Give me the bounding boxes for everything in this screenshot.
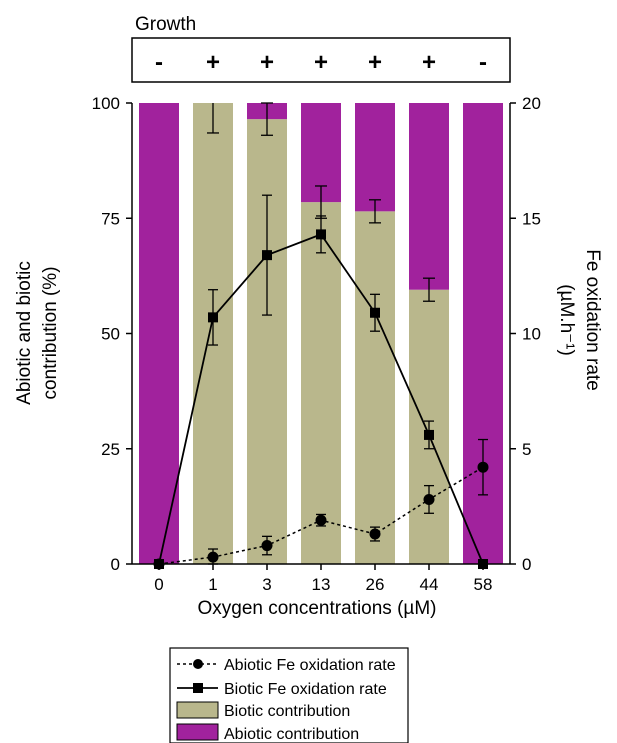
legend-swatch-biotic-icon xyxy=(176,701,219,719)
left-tick-label: 25 xyxy=(101,440,120,459)
x-tick-label: 58 xyxy=(474,575,493,594)
growth-sign: - xyxy=(479,49,487,76)
left-axis-title-line-1: Abiotic and biotic xyxy=(14,261,35,405)
growth-panel: Growth - + + + + + - xyxy=(131,14,511,83)
legend-label-biotic-contribution: Biotic contribution xyxy=(224,703,350,720)
point-abiotic-fe-oxidation-rate xyxy=(369,528,381,540)
point-biotic-fe-oxidation-rate xyxy=(154,559,164,569)
right-tick-label: 0 xyxy=(522,555,531,574)
growth-sign: + xyxy=(206,49,220,76)
bar-biotic-13 xyxy=(301,202,341,565)
bar-error-1 xyxy=(207,103,219,134)
left-axis-title-line-2: contribution (%) xyxy=(40,266,61,399)
right-tick-label: 20 xyxy=(522,94,541,113)
bar-biotic-3 xyxy=(247,119,287,564)
right-axis-title: Fe oxidation rate (µM.h⁻¹) xyxy=(556,249,603,391)
left-tick-label: 100 xyxy=(92,94,120,113)
left-tick-label: 75 xyxy=(101,209,120,228)
x-axis-title: Oxygen concentrations (µM) xyxy=(197,598,436,619)
growth-sign: - xyxy=(155,49,163,76)
x-tick-label: 26 xyxy=(366,575,385,594)
series-abiotic-fe-oxidation-rate xyxy=(153,438,489,570)
point-biotic-fe-oxidation-rate xyxy=(424,429,434,440)
point-biotic-fe-oxidation-rate xyxy=(478,559,488,569)
legend-item-abiotic-rate: Abiotic Fe oxidation rate xyxy=(177,657,396,674)
bar-error-3 xyxy=(261,102,273,136)
left-tick-label: 50 xyxy=(101,325,120,344)
legend-item-abiotic-contribution: Abiotic contribution xyxy=(176,723,359,743)
point-abiotic-fe-oxidation-rate xyxy=(207,551,219,563)
point-abiotic-fe-oxidation-rate xyxy=(477,461,489,473)
bar-biotic-26 xyxy=(355,211,395,564)
growth-box xyxy=(131,37,511,83)
x-tick-label: 1 xyxy=(208,575,217,594)
bar-abiotic-44 xyxy=(409,103,449,290)
bar-error-44 xyxy=(423,277,435,302)
point-abiotic-fe-oxidation-rate xyxy=(261,540,273,552)
right-axis-title-line-2: (µM.h⁻¹) xyxy=(556,284,577,356)
legend: Abiotic Fe oxidation rate Biotic Fe oxid… xyxy=(169,647,409,743)
bar-abiotic-26 xyxy=(355,103,395,212)
growth-sign: + xyxy=(314,49,328,76)
bars xyxy=(139,103,503,565)
growth-sign: + xyxy=(260,49,274,76)
rate-lines xyxy=(153,194,489,570)
x-tick-label: 13 xyxy=(312,575,331,594)
legend-box xyxy=(169,647,409,743)
legend-label-abiotic-contribution: Abiotic contribution xyxy=(224,726,359,743)
right-tick-label: 10 xyxy=(522,325,541,344)
growth-title: Growth xyxy=(135,14,196,35)
legend-item-biotic-rate: Biotic Fe oxidation rate xyxy=(177,681,387,698)
legend-swatch-abiotic-icon xyxy=(176,723,219,741)
right-axis-title-line-1: Fe oxidation rate xyxy=(582,249,603,391)
growth-sign: + xyxy=(368,49,382,76)
growth-signs: - + + + + + - xyxy=(155,49,487,76)
x-tick-label: 44 xyxy=(420,575,439,594)
x-tick-label: 3 xyxy=(262,575,271,594)
point-biotic-fe-oxidation-rate xyxy=(370,307,380,318)
bar-error-26 xyxy=(369,199,381,224)
x-tick-label: 0 xyxy=(154,575,163,594)
point-abiotic-fe-oxidation-rate xyxy=(423,493,435,505)
bar-error-bars xyxy=(207,102,435,302)
series-biotic-fe-oxidation-rate xyxy=(154,194,488,569)
point-abiotic-fe-oxidation-rate xyxy=(315,514,327,526)
point-biotic-fe-oxidation-rate xyxy=(316,229,326,240)
legend-item-biotic-contribution: Biotic contribution xyxy=(176,701,350,720)
legend-label-biotic-rate: Biotic Fe oxidation rate xyxy=(224,681,387,698)
right-tick-label: 15 xyxy=(522,209,541,228)
legend-square-marker-icon xyxy=(193,683,203,693)
growth-sign: + xyxy=(422,49,436,76)
left-tick-label: 0 xyxy=(111,555,120,574)
legend-label-abiotic-rate: Abiotic Fe oxidation rate xyxy=(224,657,396,674)
right-tick-label: 5 xyxy=(522,440,531,459)
point-biotic-fe-oxidation-rate xyxy=(208,312,218,323)
bar-abiotic-0 xyxy=(139,103,179,564)
point-biotic-fe-oxidation-rate xyxy=(262,250,272,261)
left-axis-title: Abiotic and biotic contribution (%) xyxy=(14,261,61,405)
legend-circle-marker-icon xyxy=(193,659,203,669)
